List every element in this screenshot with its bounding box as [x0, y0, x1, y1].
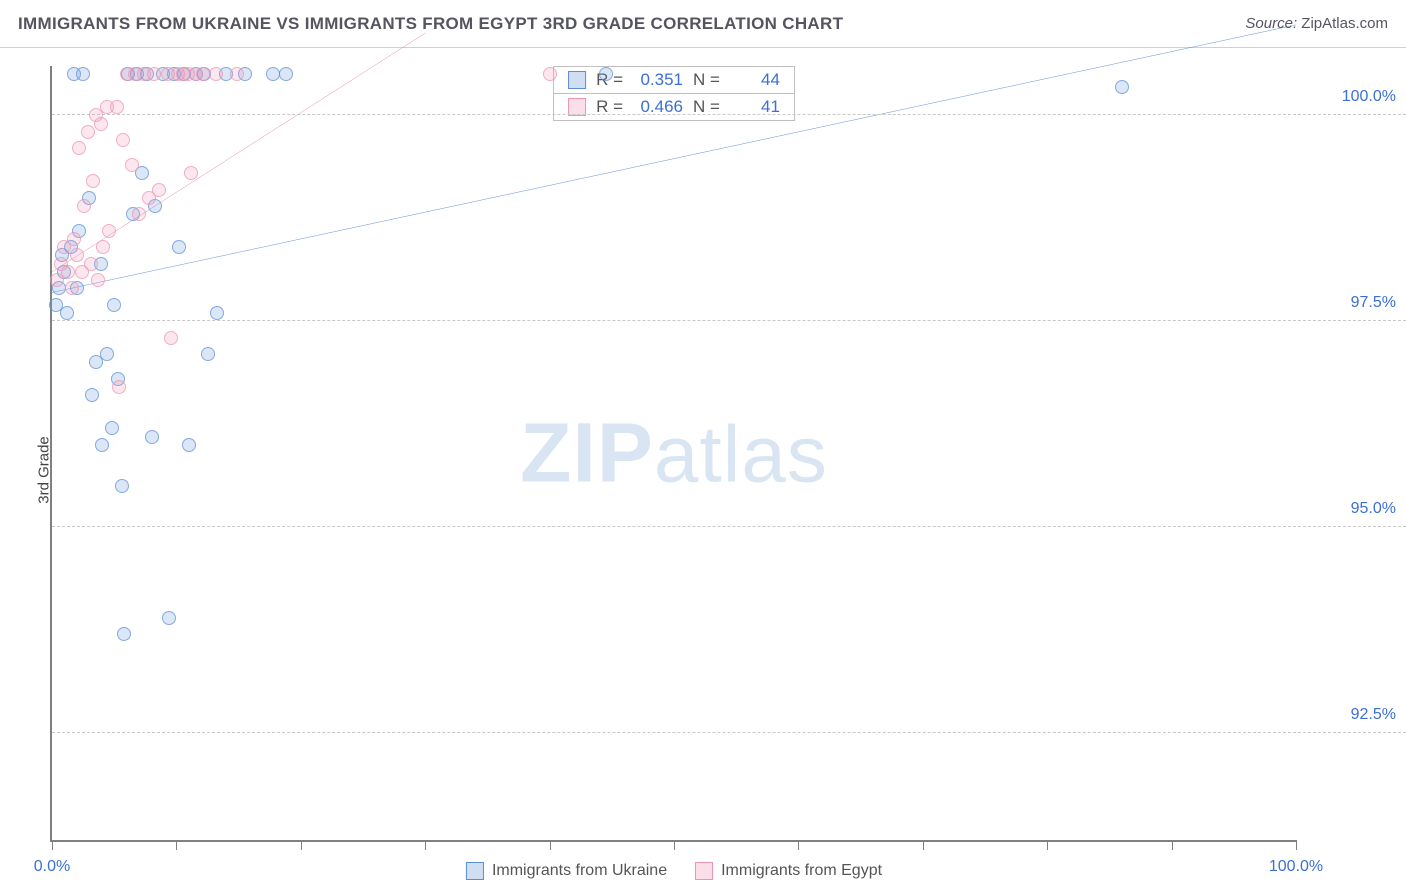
- y-tick-label: 92.5%: [1308, 706, 1396, 724]
- swatch-ukraine: [466, 862, 484, 880]
- data-point-ukraine: [172, 240, 186, 254]
- source-label: Source:: [1245, 15, 1297, 32]
- gridline: [52, 320, 1406, 321]
- data-point-egypt: [125, 158, 139, 172]
- data-point-egypt: [72, 141, 86, 155]
- data-point-ukraine: [599, 67, 613, 81]
- data-point-ukraine: [115, 479, 129, 493]
- chart-title: IMMIGRANTS FROM UKRAINE VS IMMIGRANTS FR…: [18, 14, 843, 34]
- data-point-egypt: [67, 232, 81, 246]
- x-tick: [923, 840, 924, 850]
- data-point-ukraine: [117, 627, 131, 641]
- data-point-egypt: [132, 207, 146, 221]
- data-point-egypt: [112, 380, 126, 394]
- data-point-egypt: [230, 67, 244, 81]
- data-point-egypt: [86, 174, 100, 188]
- data-point-egypt: [91, 273, 105, 287]
- data-point-ukraine: [95, 438, 109, 452]
- source-value: ZipAtlas.com: [1301, 15, 1388, 32]
- y-tick-label: 95.0%: [1308, 500, 1396, 518]
- plot-area: 3rd Grade ZIPatlas R = 0.351 N = 44 R = …: [0, 48, 1406, 892]
- data-point-ukraine: [76, 67, 90, 81]
- x-tick: [1296, 840, 1297, 850]
- legend-label-egypt: Immigrants from Egypt: [721, 862, 882, 880]
- data-point-ukraine: [60, 306, 74, 320]
- legend-label-ukraine: Immigrants from Ukraine: [492, 862, 667, 880]
- y-tick-label: 100.0%: [1308, 88, 1396, 106]
- series-legend: Immigrants from Ukraine Immigrants from …: [466, 862, 882, 880]
- x-tick-label: 100.0%: [1269, 858, 1323, 876]
- chart-header: IMMIGRANTS FROM UKRAINE VS IMMIGRANTS FR…: [0, 0, 1406, 48]
- r-value-ukraine: 0.351: [633, 70, 683, 90]
- watermark-prefix: ZIP: [520, 406, 654, 500]
- stats-row-ukraine: R = 0.351 N = 44: [554, 67, 794, 94]
- data-point-egypt: [77, 199, 91, 213]
- stats-row-egypt: R = 0.466 N = 41: [554, 94, 794, 120]
- data-point-egypt: [147, 67, 161, 81]
- n-label: N =: [693, 70, 720, 90]
- legend-item-ukraine: Immigrants from Ukraine: [466, 862, 667, 880]
- y-tick-label: 97.5%: [1308, 294, 1396, 312]
- data-point-egypt: [196, 67, 210, 81]
- data-point-ukraine: [210, 306, 224, 320]
- data-point-ukraine: [182, 438, 196, 452]
- data-point-egypt: [152, 183, 166, 197]
- data-point-egypt: [94, 117, 108, 131]
- stats-legend: R = 0.351 N = 44 R = 0.466 N = 41: [553, 66, 795, 121]
- x-tick: [798, 840, 799, 850]
- data-point-ukraine: [1115, 80, 1129, 94]
- data-point-egypt: [61, 265, 75, 279]
- chart-source: Source: ZipAtlas.com: [1245, 15, 1388, 32]
- data-point-egypt: [184, 166, 198, 180]
- gridline: [52, 114, 1406, 115]
- x-tick: [52, 840, 53, 850]
- data-point-egypt: [116, 133, 130, 147]
- data-point-ukraine: [105, 421, 119, 435]
- data-point-egypt: [65, 281, 79, 295]
- watermark: ZIPatlas: [520, 405, 828, 502]
- x-tick: [301, 840, 302, 850]
- watermark-suffix: atlas: [654, 410, 828, 499]
- x-tick: [176, 840, 177, 850]
- scatter-plot: ZIPatlas R = 0.351 N = 44 R = 0.466 N = …: [50, 66, 1296, 842]
- data-point-ukraine: [100, 347, 114, 361]
- data-point-ukraine: [162, 611, 176, 625]
- data-point-ukraine: [85, 388, 99, 402]
- n-value-ukraine: 44: [730, 70, 780, 90]
- data-point-egypt: [96, 240, 110, 254]
- x-tick: [550, 840, 551, 850]
- data-point-egypt: [209, 67, 223, 81]
- data-point-egypt: [70, 248, 84, 262]
- x-tick: [674, 840, 675, 850]
- gridline: [52, 732, 1406, 733]
- trend-lines: [52, 66, 1296, 840]
- swatch-ukraine: [568, 71, 586, 89]
- trendline-ukraine: [52, 25, 1296, 293]
- swatch-egypt: [568, 98, 586, 116]
- x-tick-label: 0.0%: [34, 858, 70, 876]
- data-point-ukraine: [279, 67, 293, 81]
- data-point-egypt: [110, 100, 124, 114]
- data-point-egypt: [84, 257, 98, 271]
- data-point-egypt: [164, 331, 178, 345]
- data-point-egypt: [102, 224, 116, 238]
- data-point-ukraine: [145, 430, 159, 444]
- x-tick: [1047, 840, 1048, 850]
- swatch-egypt: [695, 862, 713, 880]
- data-point-egypt: [81, 125, 95, 139]
- data-point-ukraine: [201, 347, 215, 361]
- x-tick: [425, 840, 426, 850]
- x-tick: [1172, 840, 1173, 850]
- legend-item-egypt: Immigrants from Egypt: [695, 862, 882, 880]
- data-point-egypt: [543, 67, 557, 81]
- gridline: [52, 526, 1406, 527]
- data-point-ukraine: [107, 298, 121, 312]
